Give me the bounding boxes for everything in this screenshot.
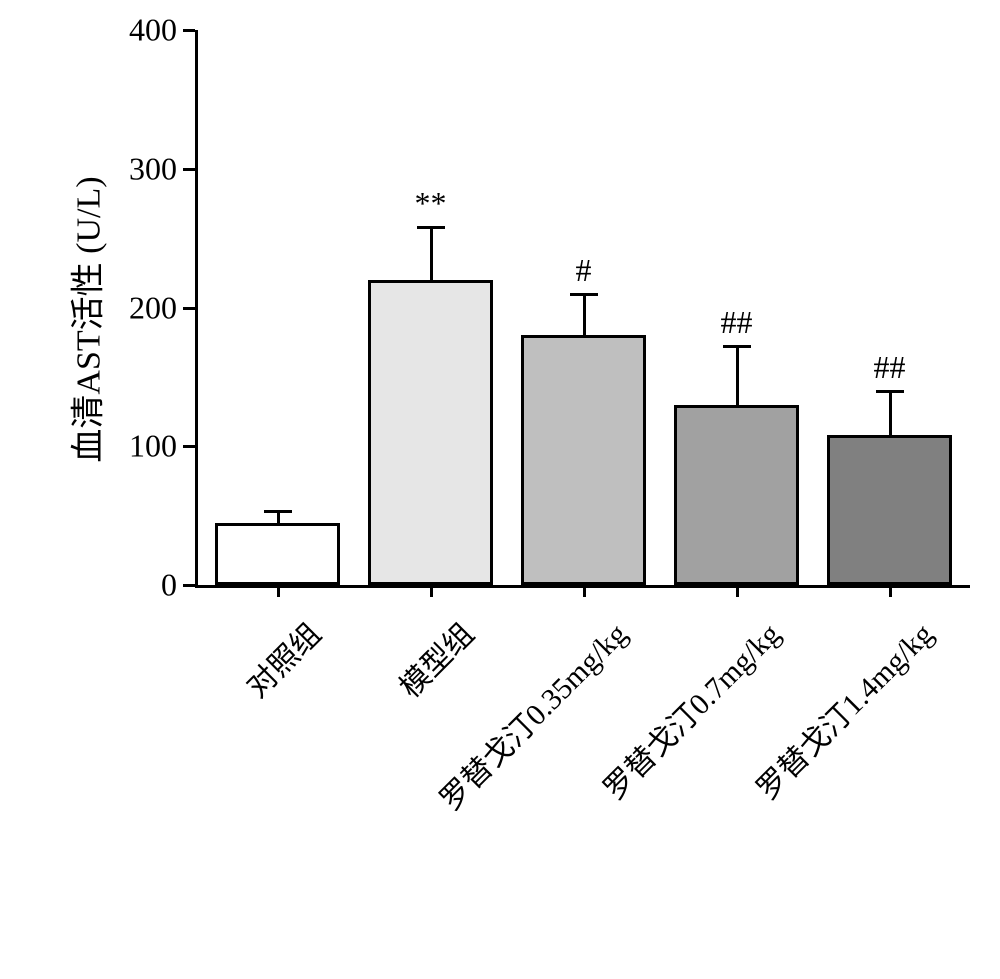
x-tick-mark: [277, 585, 280, 597]
x-tick-label: 模型组: [168, 611, 482, 925]
x-tick-mark: [736, 585, 739, 597]
x-tick-mark: [583, 585, 586, 597]
y-tick-mark: [183, 29, 195, 32]
y-tick-mark: [183, 445, 195, 448]
x-tick-mark: [889, 585, 892, 597]
error-cap: [876, 390, 904, 393]
y-tick-mark: [183, 307, 195, 310]
y-tick-mark: [183, 168, 195, 171]
significance-label: ##: [721, 304, 753, 341]
chart-container: 血清AST活性 (U/L) 0 100 200 300 400 对照组 ** 模型组 # 罗替戈汀…: [0, 0, 1000, 979]
significance-label: #: [576, 252, 592, 289]
error-cap: [417, 226, 445, 229]
x-tick-label: 对照组: [15, 611, 329, 925]
error-bar: [430, 227, 433, 280]
y-axis-line: [195, 30, 198, 585]
x-tick-label: 罗替戈汀0.35mg/kg: [321, 611, 635, 925]
y-tick-label: 200: [129, 289, 177, 326]
x-tick-label: 罗替戈汀1.4mg/kg: [627, 611, 941, 925]
bar: [215, 523, 340, 585]
significance-label: **: [415, 185, 447, 222]
y-tick-label: 300: [129, 150, 177, 187]
bar: [521, 335, 646, 585]
y-tick-mark: [183, 584, 195, 587]
error-bar: [583, 294, 586, 336]
error-cap: [723, 345, 751, 348]
y-tick-label: 400: [129, 12, 177, 49]
x-tick-mark: [430, 585, 433, 597]
bar: [827, 435, 952, 585]
y-axis-title: 血清AST活性 (U/L): [61, 145, 110, 495]
y-tick-label: 100: [129, 428, 177, 465]
significance-label: ##: [874, 349, 906, 386]
y-tick-label: 0: [161, 567, 177, 604]
error-cap: [570, 293, 598, 296]
error-bar: [736, 346, 739, 404]
bar: [368, 280, 493, 585]
bar: [674, 405, 799, 585]
error-bar: [889, 391, 892, 435]
x-tick-label: 罗替戈汀0.7mg/kg: [474, 611, 788, 925]
error-cap: [264, 510, 292, 513]
